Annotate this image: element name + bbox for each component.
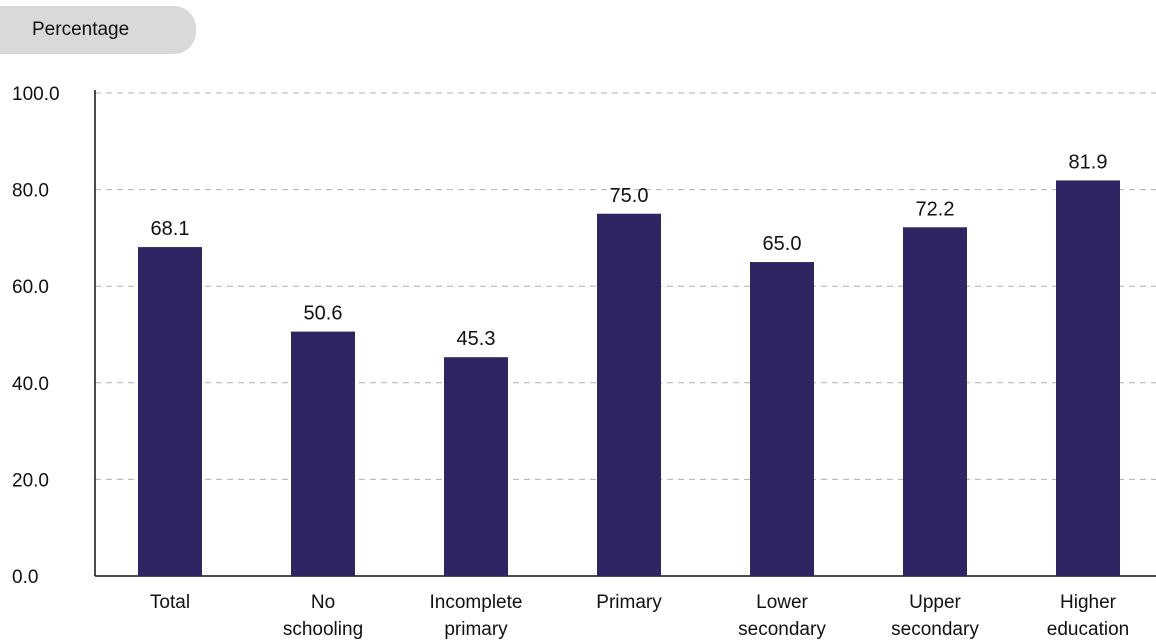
- x-tick-label: No schooling: [283, 592, 363, 640]
- data-label: 68.1: [151, 218, 190, 240]
- data-label: 50.6: [304, 303, 343, 325]
- bar: [750, 262, 814, 576]
- data-label: 75.0: [610, 185, 649, 207]
- bar: [903, 227, 967, 577]
- x-tick-label-line: Upper: [909, 592, 961, 613]
- y-axis-label-text: Percentage: [32, 19, 130, 40]
- bar: [138, 247, 202, 576]
- x-tick-label-line: Primary: [596, 592, 662, 613]
- x-tick-label: Higher education: [1047, 592, 1129, 640]
- x-tick-label-line: secondary: [738, 619, 826, 640]
- data-label: 72.2: [916, 198, 955, 220]
- x-tick-label: Incomplete primary: [430, 592, 523, 640]
- bar: [291, 331, 355, 576]
- y-tick-label: 80.0: [12, 181, 49, 202]
- x-tick-label: Upper secondary: [891, 592, 979, 640]
- bar: [444, 357, 508, 576]
- x-tick-label: Primary: [596, 592, 662, 613]
- data-label: 65.0: [763, 233, 802, 255]
- x-tick-label-line: schooling: [283, 619, 363, 640]
- bar: [597, 213, 661, 576]
- x-tick-label-line: secondary: [891, 619, 979, 640]
- y-tick-label: 0.0: [12, 567, 38, 588]
- x-tick-label-line: Higher: [1060, 592, 1117, 613]
- x-tick-label: Lower secondary: [738, 592, 826, 640]
- x-tick-label-line: Incomplete: [430, 592, 523, 613]
- y-axis-label: Percentage: [0, 6, 196, 54]
- x-tick-label-line: No: [311, 592, 335, 613]
- y-tick-label: 40.0: [12, 374, 49, 395]
- y-tick-label: 100.0: [12, 84, 60, 105]
- y-tick-label: 20.0: [12, 470, 49, 491]
- bar: [1056, 180, 1120, 576]
- data-label: 45.3: [457, 328, 496, 350]
- x-tick-label-line: primary: [444, 619, 508, 640]
- y-tick-label: 60.0: [12, 277, 49, 298]
- x-tick-label: Total: [150, 592, 190, 613]
- x-tick-label-line: Total: [150, 592, 190, 613]
- x-tick-label-line: Lower: [756, 592, 808, 613]
- x-tick-label-line: education: [1047, 619, 1129, 640]
- data-label: 81.9: [1069, 151, 1108, 173]
